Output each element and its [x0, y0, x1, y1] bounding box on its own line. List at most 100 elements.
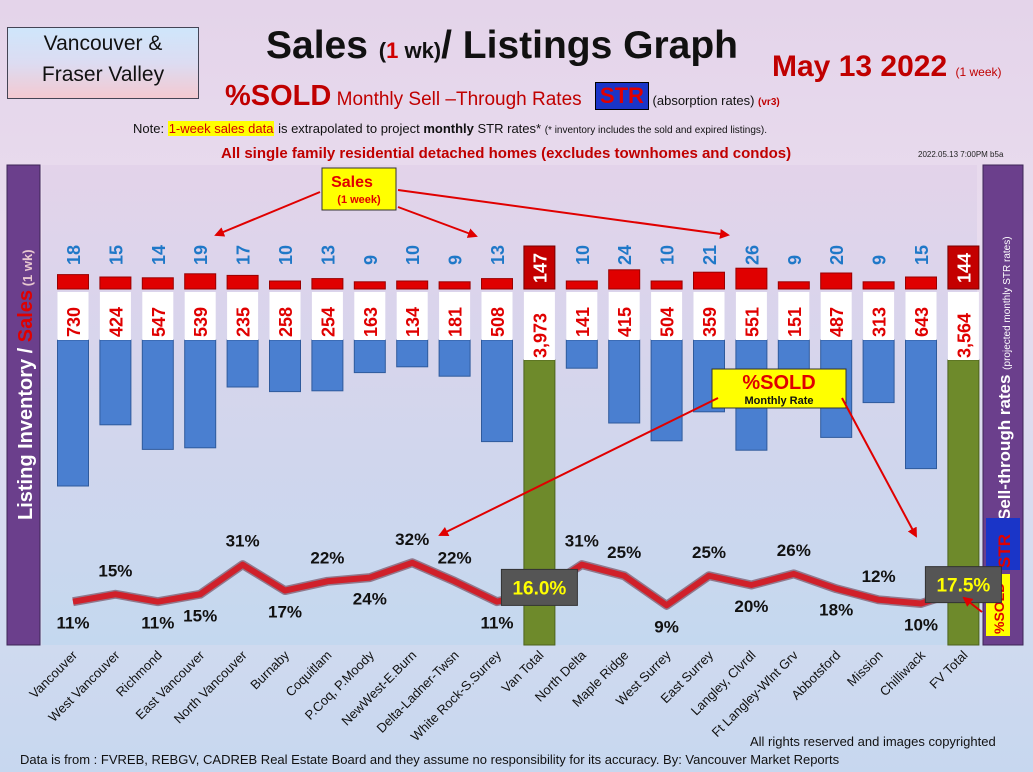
sold-value-label: 18%: [819, 601, 853, 620]
inventory-value-label: 3,973: [530, 313, 550, 358]
sales-value-label: 13: [318, 245, 338, 265]
sales-bar: [608, 269, 641, 290]
sales-callout-box: [321, 167, 397, 211]
category-label-group: FV Total: [926, 647, 970, 691]
sold-value-label: 12%: [862, 567, 896, 586]
sales-value-label: 26: [742, 245, 762, 265]
sold-value-label: 17%: [268, 603, 302, 622]
sales-value-label: 15: [106, 245, 126, 265]
sold-arrow-left: [438, 397, 719, 536]
sales-label-group: 24: [615, 245, 635, 265]
inventory-label-group: 643: [912, 307, 932, 337]
sales-bar: [862, 281, 895, 290]
sales-value-label: 147: [530, 253, 550, 283]
sales-label-group: 9: [870, 255, 890, 265]
subtitle-text: Monthly Sell –Through Rates: [331, 89, 587, 110]
inventory-bar: [777, 339, 810, 371]
sales-label-group: 21: [700, 245, 720, 265]
sales-value-label: 21: [700, 245, 720, 265]
sold-arrow-side: [962, 596, 983, 613]
inventory-value-label: 551: [742, 307, 762, 337]
sales-value-label: 24: [615, 245, 635, 265]
inventory-label-box: [439, 292, 471, 340]
inventory-label-group: 134: [403, 307, 423, 337]
inventory-bar: [226, 339, 259, 388]
sales-bar: [693, 271, 725, 290]
sales-arrow-left: [214, 191, 321, 237]
sales-label-group: 10: [658, 245, 678, 265]
inventory-bar: [438, 339, 471, 377]
sales-value-label: 20: [827, 245, 847, 265]
sales-bar: [57, 274, 89, 290]
timestamp: 2022.05.13 7:00PM b5a: [918, 150, 1004, 159]
inventory-label-box: [523, 292, 555, 360]
sales-label-group: 13: [318, 245, 338, 265]
note-line: Note: 1-week sales data is extrapolated …: [133, 121, 767, 136]
inventory-bar: [396, 339, 429, 368]
sold-arrow-right: [841, 397, 917, 538]
sales-callout-title: Sales: [331, 174, 373, 191]
inventory-bar: [184, 339, 217, 449]
title-paren-open: (: [378, 38, 387, 63]
y-left-label-part: (1 wk): [20, 249, 35, 289]
sales-label-group: 15: [912, 245, 932, 265]
inventory-label-group: 181: [446, 307, 466, 337]
inventory-value-label: 151: [785, 307, 805, 337]
inventory-bar: [608, 339, 641, 424]
inventory-value-label: 643: [912, 307, 932, 337]
inventory-label-group: 258: [276, 307, 296, 337]
note-e: (* inventory includes the sold and expir…: [544, 125, 768, 136]
inventory-label-group: 508: [488, 307, 508, 337]
sales-bar: [353, 281, 386, 290]
sales-value-label: 13: [488, 245, 508, 265]
inventory-value-label: 313: [870, 307, 890, 337]
category-tick-label: FV Total: [926, 647, 970, 691]
inventory-value-label: 547: [149, 307, 169, 337]
inventory-label-box: [354, 292, 386, 340]
inventory-bar: [481, 339, 513, 443]
sales-label-group: 20: [827, 245, 847, 265]
title-one: 1: [386, 38, 399, 63]
inventory-value-label: 424: [106, 307, 126, 337]
inventory-value-label: 134: [403, 307, 423, 337]
inventory-label-box: [947, 292, 979, 360]
sold-value-label: 26%: [777, 541, 811, 560]
inventory-label-group: 487: [827, 307, 847, 337]
sales-bar-total: [523, 245, 556, 290]
sales-label-group: 9: [785, 255, 805, 265]
inventory-value-label: 504: [658, 307, 678, 337]
sales-label-group: 147: [530, 253, 550, 283]
sales-value-label: 14: [149, 245, 169, 265]
sold-value-label: 25%: [607, 543, 641, 562]
sold-callout-sub: Monthly Rate: [744, 395, 813, 407]
inventory-label-box: [481, 292, 513, 340]
sales-bar: [438, 281, 471, 290]
sales-value-label: 9: [870, 255, 890, 265]
inventory-value-label: 539: [191, 307, 211, 337]
inventory-label-box: [57, 292, 89, 340]
sold-value-label: 25%: [692, 543, 726, 562]
sales-label-group: 19: [191, 245, 211, 265]
right-str-text: STR: [995, 534, 1014, 568]
y-left-label: Listing Inventory / Sales (1 wk): [15, 249, 37, 520]
sales-value-label: 10: [403, 245, 423, 265]
inventory-label-box: [693, 292, 725, 340]
sales-label-group: 14: [149, 245, 169, 265]
y-right-label-part: Sell-through rates: [995, 370, 1014, 520]
sales-value-label: 9: [361, 255, 381, 265]
sold-value-label: 24%: [353, 590, 387, 609]
subtitle-version: (vr3): [758, 97, 780, 108]
left-axis-label: Listing Inventory / Sales (1 wk): [15, 249, 37, 520]
subtitle-sold: %SOLD: [225, 80, 332, 112]
right-str-label: STR: [995, 534, 1014, 568]
inventory-label-group: 151: [785, 307, 805, 337]
sales-bar: [141, 277, 174, 290]
inventory-bar: [565, 339, 598, 369]
sales-bar: [184, 273, 217, 290]
inventory-value-label: 508: [488, 307, 508, 337]
inventory-label-group: 551: [742, 307, 762, 337]
inventory-value-label: 181: [446, 307, 466, 337]
inventory-bar: [141, 339, 174, 450]
inventory-value-label: 359: [700, 307, 720, 337]
